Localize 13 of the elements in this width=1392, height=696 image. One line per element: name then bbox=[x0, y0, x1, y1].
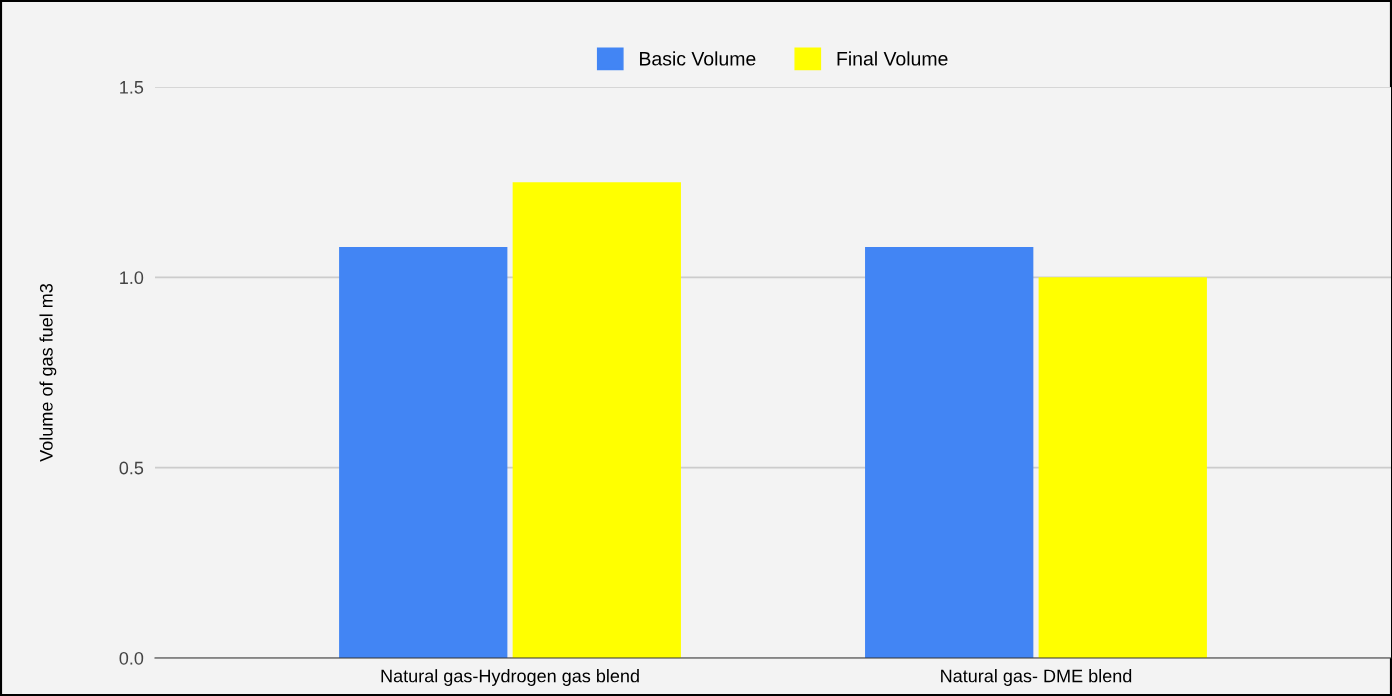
y-axis-title: Volume of gas fuel m3 bbox=[39, 283, 57, 462]
legend-label: Final Volume bbox=[837, 51, 948, 66]
bar bbox=[512, 182, 681, 658]
x-tick-label: Natural gas-Hydrogen gas blend bbox=[381, 669, 639, 686]
y-tick-label: 1.0 bbox=[120, 271, 144, 285]
bar bbox=[1038, 277, 1207, 658]
x-tick-label: Natural gas- DME blend bbox=[941, 669, 1132, 686]
y-tick-label: 1.5 bbox=[120, 81, 144, 94]
y-tick-label: 0.0 bbox=[119, 651, 144, 665]
bar bbox=[865, 246, 1034, 658]
y-tick-label: 0.5 bbox=[119, 461, 144, 475]
legend-label: Basic Volume bbox=[640, 51, 756, 66]
bar bbox=[339, 246, 508, 658]
